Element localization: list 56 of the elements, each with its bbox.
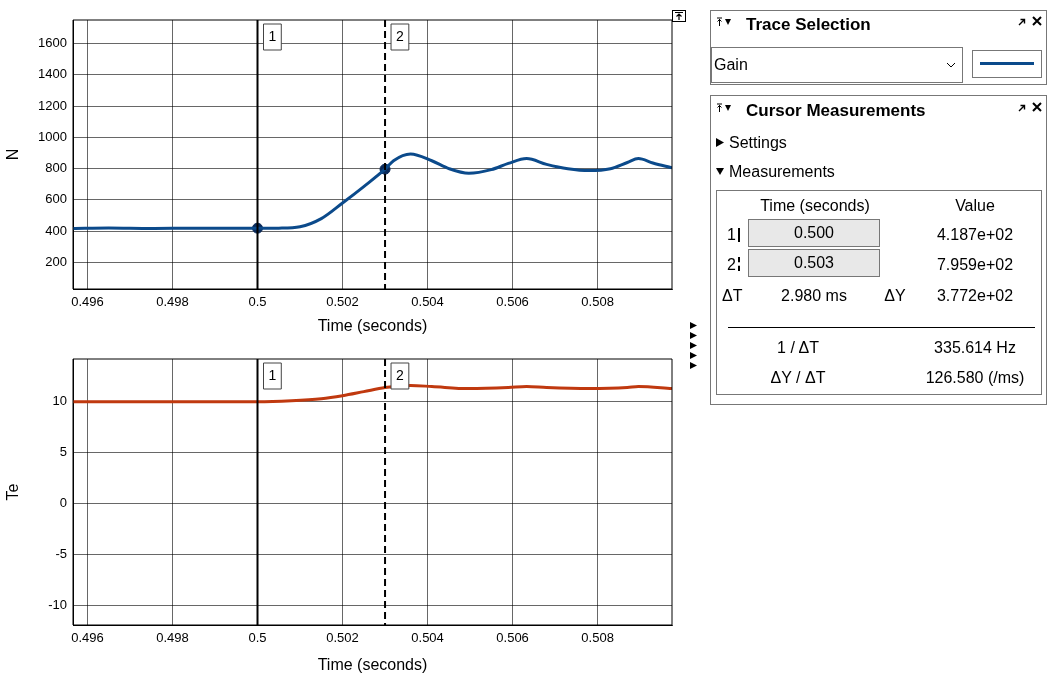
text: Settings [729, 134, 787, 152]
x-tick-label: 0.496 [71, 630, 104, 646]
x-tick-label: 0.508 [581, 294, 614, 310]
y-tick-label: -10 [48, 597, 67, 613]
y-axis-title: N [4, 148, 22, 161]
x-tick-label: 0.506 [496, 294, 529, 310]
text: Gain [714, 56, 748, 74]
x-tick-label: 0.504 [411, 294, 444, 310]
y-tick-label: 5 [59, 444, 67, 460]
text: 7.959e+02 [936, 256, 1014, 274]
text: ΔT [722, 287, 743, 305]
text: Trace Selection [746, 15, 871, 34]
text: Value [955, 197, 995, 215]
y-tick-label: 10 [52, 393, 67, 409]
text: Measurements [729, 163, 835, 181]
text: 2.980 ms [781, 287, 847, 305]
x-tick-label: 0.502 [326, 294, 359, 310]
text: Time (seconds) [760, 197, 870, 215]
y-tick-label: 400 [45, 222, 67, 238]
y-tick-label: 0 [59, 495, 67, 511]
y-tick-label: -5 [55, 546, 67, 562]
x-tick-label: 0.498 [156, 294, 189, 310]
x-tick-label: 0.508 [581, 630, 614, 646]
annotation: 2 [396, 366, 405, 383]
text: 1 [727, 226, 736, 244]
y-tick-label: 1200 [38, 97, 67, 113]
text: 0.503 [793, 254, 835, 272]
x-tick-label: 0.498 [156, 630, 189, 646]
annotation: 1 [268, 27, 277, 44]
x-tick-label: 0.5 [248, 630, 267, 646]
text: 3.772e+02 [936, 287, 1014, 305]
x-axis-title: Time (seconds) [317, 316, 428, 334]
x-tick-label: 0.5 [248, 294, 267, 310]
text: 1 / ΔT [777, 339, 819, 357]
text: ΔY [884, 287, 906, 305]
text: 335.614 Hz [934, 339, 1016, 357]
y-tick-label: 1000 [38, 128, 67, 144]
text: 126.580 (/ms) [925, 369, 1025, 387]
text: 2 [727, 256, 736, 274]
annotation: 1 [268, 366, 277, 383]
y-tick-label: 1600 [38, 35, 67, 51]
text: Cursor Measurements [746, 101, 926, 120]
x-tick-label: 0.502 [326, 630, 359, 646]
text: 0.500 [793, 224, 835, 242]
x-tick-label: 0.504 [411, 630, 444, 646]
y-tick-label: 200 [45, 253, 67, 269]
y-tick-label: 1400 [38, 66, 67, 82]
text: 4.187e+02 [936, 226, 1014, 244]
annotation: 2 [396, 27, 405, 44]
x-tick-label: 0.496 [71, 294, 104, 310]
text: ΔY / ΔT [770, 369, 826, 387]
x-axis-title: Time (seconds) [317, 655, 428, 673]
y-tick-label: 800 [45, 160, 67, 176]
y-axis-title: Te [4, 483, 22, 501]
y-tick-label: 600 [45, 191, 67, 207]
x-tick-label: 0.506 [496, 630, 529, 646]
